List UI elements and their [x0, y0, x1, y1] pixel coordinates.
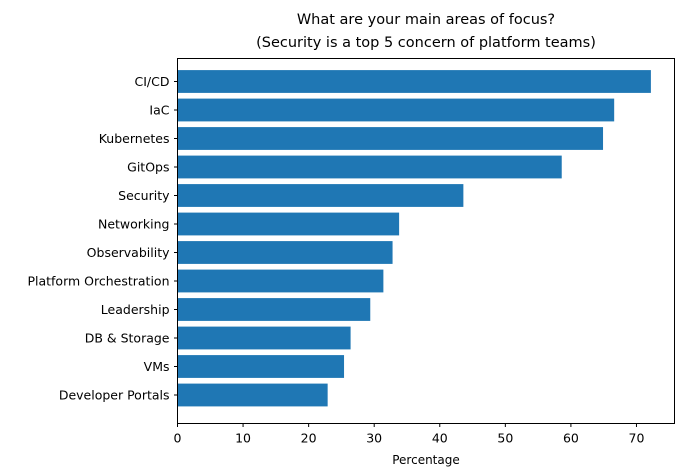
y-tick-label-leadership: Leadership: [101, 302, 170, 317]
bar-db-storage: [177, 326, 351, 350]
bar-platform-orchestration: [177, 269, 384, 293]
y-tick-label-observability: Observability: [87, 245, 170, 260]
y-tick-label-developer-portals: Developer Portals: [59, 388, 170, 403]
x-tick-label: 70: [629, 431, 645, 446]
y-tick-label-iac: IaC: [149, 103, 169, 118]
x-tick-label: 40: [432, 431, 448, 446]
bar-leadership: [177, 298, 371, 321]
bar-security: [177, 184, 464, 207]
x-tick-label: 0: [174, 431, 182, 446]
bar-iac: [177, 98, 615, 122]
bar-vms: [177, 355, 345, 378]
y-tick-label-platform-orchestration: Platform Orchestration: [27, 274, 169, 289]
x-tick-label: 50: [497, 431, 513, 446]
plot-frame: [177, 58, 675, 424]
bar-observability: [177, 241, 393, 264]
y-tick-label-security: Security: [118, 188, 170, 203]
x-tick-label: 60: [563, 431, 579, 446]
bar-networking: [177, 212, 400, 236]
x-tick-label: 20: [301, 431, 317, 446]
y-tick-label-db-storage: DB & Storage: [85, 331, 170, 346]
x-axis-label: Percentage: [392, 453, 460, 467]
y-axis-ticks: CI/CD IaC Kubernetes GitOps Security Networki…: [27, 74, 178, 403]
y-tick-label-gitops: GitOps: [127, 160, 169, 175]
bar-ci-cd: [177, 70, 651, 93]
bars-group: [177, 70, 651, 407]
chart-title-line-1: What are your main areas of focus?: [297, 12, 555, 28]
chart-title-line-2: (Security is a top 5 concern of platform…: [256, 35, 596, 51]
x-tick-label: 10: [235, 431, 251, 446]
y-tick-label-ci-cd: CI/CD: [135, 74, 170, 89]
bar-gitops: [177, 155, 562, 179]
bar-developer-portals: [177, 383, 328, 407]
y-tick-label-kubernetes: Kubernetes: [99, 131, 170, 146]
bar-kubernetes: [177, 127, 604, 150]
x-axis-ticks: 0 10 20 30 40 50 60 70: [174, 423, 645, 446]
y-tick-label-networking: Networking: [98, 217, 170, 232]
y-tick-label-vms: VMs: [144, 359, 170, 374]
x-tick-label: 30: [366, 431, 382, 446]
